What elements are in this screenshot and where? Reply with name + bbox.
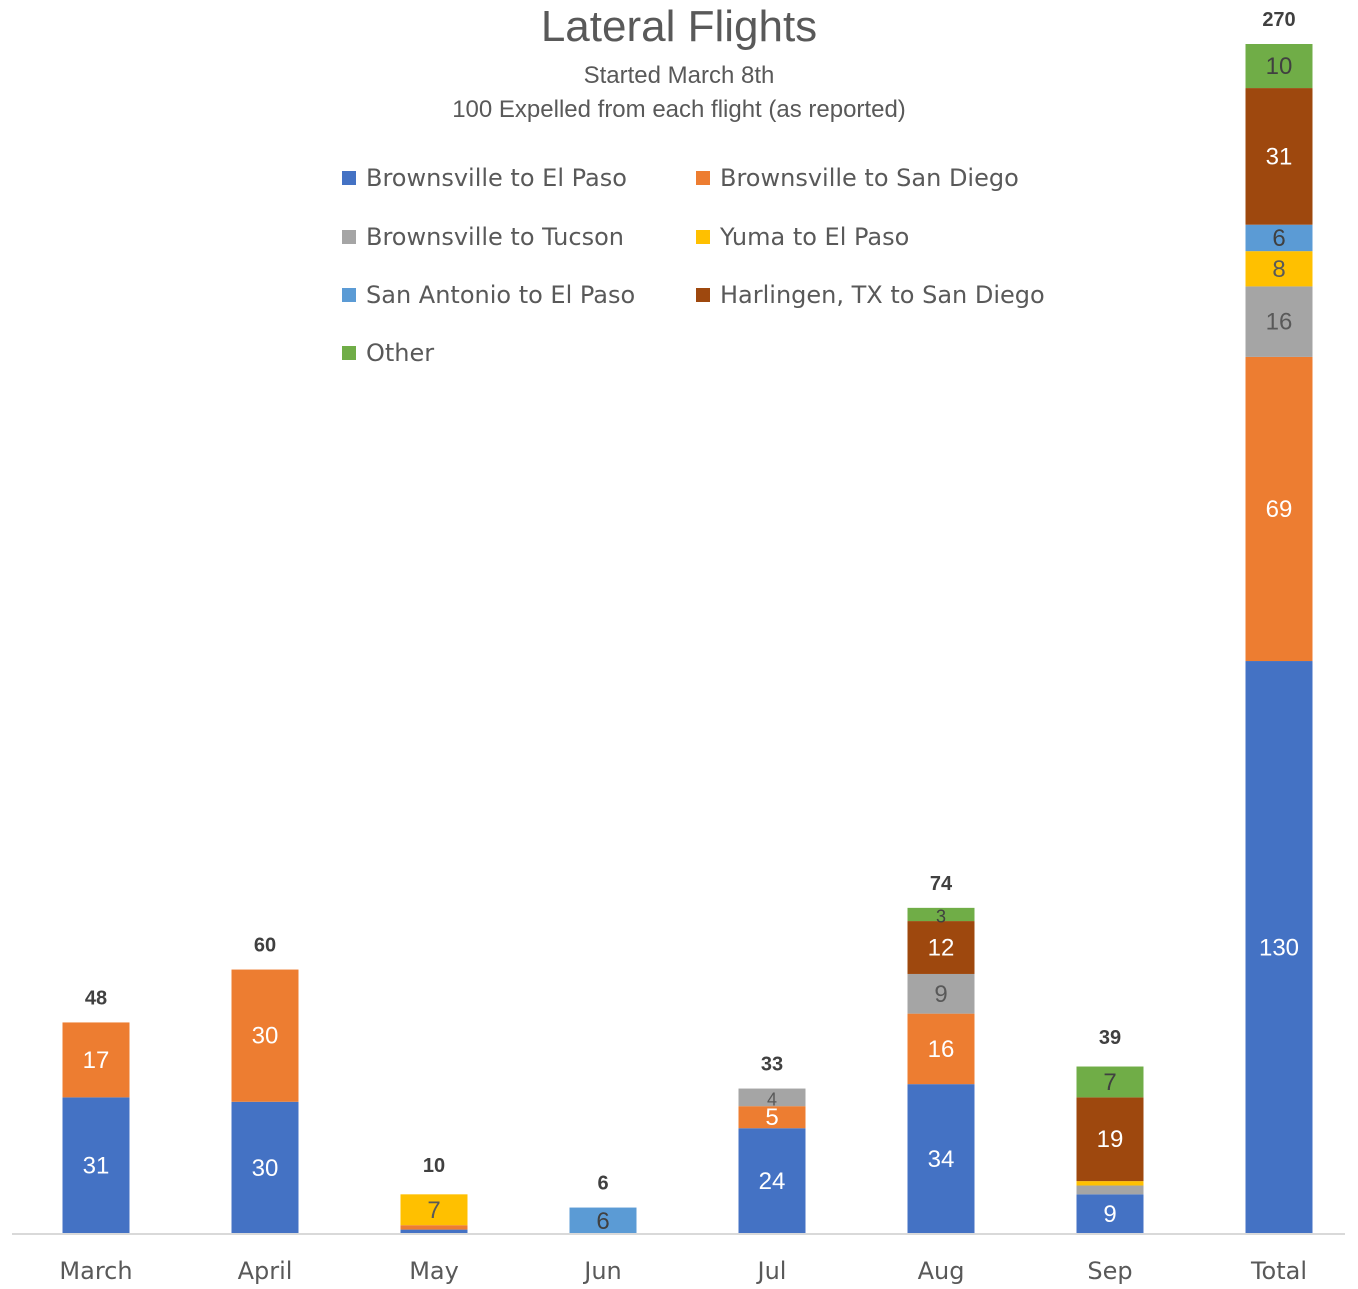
bar-segment — [1245, 286, 1313, 357]
segment-value-label: 7 — [427, 1197, 440, 1224]
legend-label: San Antonio to El Paso — [366, 281, 636, 309]
x-tick-label: Sep — [1087, 1257, 1132, 1285]
legend-label: Brownsville to El Paso — [366, 164, 627, 192]
legend-swatch — [342, 288, 356, 302]
total-value-label: 39 — [1099, 1027, 1121, 1049]
x-tick-label: Jun — [582, 1257, 622, 1285]
segment-value-label: 4 — [767, 1089, 777, 1109]
x-tick-label: May — [409, 1257, 459, 1285]
total-value-label: 48 — [85, 987, 107, 1009]
legend-item-harlingen-san-diego: Harlingen, TX to San Diego — [696, 281, 1045, 309]
x-tick-label: Aug — [918, 1257, 965, 1285]
legend-item-other: Other — [342, 339, 434, 367]
segment-value-label: 30 — [252, 1155, 279, 1182]
total-value-label: 33 — [761, 1054, 783, 1076]
legend-label: Yuma to El Paso — [720, 223, 910, 251]
segment-value-label: 9 — [1103, 1201, 1116, 1228]
segment-value-label: 24 — [759, 1168, 786, 1195]
bar-segment — [907, 1013, 975, 1085]
legend-item-brownsville-el-paso: Brownsville to El Paso — [342, 164, 627, 192]
bar-segment — [1245, 88, 1313, 225]
bar-segment — [400, 1225, 468, 1230]
bar-segment — [907, 973, 975, 1014]
segment-value-label: 9 — [934, 981, 947, 1008]
x-tick-label: March — [59, 1257, 132, 1285]
total-value-label: 60 — [254, 935, 276, 957]
segment-value-label: 12 — [928, 935, 955, 962]
legend-label: Other — [366, 339, 435, 367]
segment-value-label: 19 — [1097, 1126, 1124, 1153]
bar-segment — [1076, 1185, 1144, 1195]
bars-group — [62, 44, 1313, 1234]
bar-segment — [1245, 44, 1313, 89]
bar-segment — [738, 1088, 806, 1107]
bar-segment — [1076, 1097, 1144, 1182]
x-tick-label: Jul — [756, 1257, 787, 1285]
bar-segment — [738, 1106, 806, 1129]
bar-segment — [62, 1022, 130, 1098]
legend-swatch — [342, 346, 356, 360]
bar-segment — [1245, 356, 1313, 662]
legend-item-brownsville-tucson: Brownsville to Tucson — [342, 223, 624, 251]
segment-value-label: 17 — [83, 1047, 110, 1074]
segment-value-label: 10 — [1266, 53, 1293, 80]
legend-item-brownsville-san-diego: Brownsville to San Diego — [696, 164, 1019, 192]
x-tick-labels-group: March April May Jun Jul Aug Sep Total — [59, 1257, 1307, 1285]
bar-segment — [62, 1097, 130, 1234]
total-value-label: 10 — [423, 1155, 445, 1177]
segment-value-label: 31 — [1266, 143, 1293, 170]
segment-value-label: 7 — [1103, 1069, 1116, 1096]
segment-value-label: 34 — [928, 1146, 955, 1173]
legend-swatch — [696, 171, 710, 185]
bar-segment — [1076, 1181, 1144, 1186]
legend-swatch — [342, 171, 356, 185]
segment-value-label: 30 — [252, 1023, 279, 1050]
legend-swatch — [696, 230, 710, 244]
chart-subtitle-2: 100 Expelled from each flight (as report… — [452, 96, 906, 123]
bar-segment — [907, 921, 975, 974]
segment-value-label: 8 — [1272, 256, 1285, 283]
bar-segment — [907, 1084, 975, 1234]
x-tick-label: Total — [1250, 1257, 1307, 1285]
bar-segment — [1245, 661, 1313, 1234]
legend-swatch — [696, 288, 710, 302]
bar-segment — [1245, 251, 1313, 287]
segment-value-label: 5 — [765, 1104, 778, 1131]
x-tick-label: April — [238, 1257, 293, 1285]
total-value-label: 6 — [597, 1173, 608, 1195]
bar-segment — [738, 1128, 806, 1234]
legend-label: Brownsville to San Diego — [720, 164, 1019, 192]
legend-swatch — [342, 230, 356, 244]
bar-segment — [1076, 1194, 1144, 1234]
bar-segment — [231, 1101, 299, 1234]
bar-segment — [1076, 1066, 1144, 1098]
legend-label: Brownsville to Tucson — [366, 223, 624, 251]
bar-segment — [400, 1194, 468, 1226]
segment-value-label: 69 — [1266, 496, 1293, 523]
legend-label: Harlingen, TX to San Diego — [720, 281, 1045, 309]
bar-segment — [569, 1207, 637, 1234]
bar-segment — [907, 907, 975, 922]
total-value-label: 270 — [1262, 9, 1295, 31]
segment-value-label: 3 — [936, 906, 946, 926]
bar-segment — [1245, 224, 1313, 252]
segment-value-label: 130 — [1259, 935, 1299, 962]
segment-value-label: 16 — [928, 1036, 955, 1063]
bar-segment — [400, 1229, 468, 1234]
segment-value-label: 6 — [1272, 225, 1285, 252]
segment-value-label: 6 — [596, 1208, 609, 1235]
segment-value-label: 16 — [1266, 309, 1293, 336]
total-value-label: 74 — [930, 873, 953, 895]
chart-title: Lateral Flights — [540, 2, 818, 51]
legend-item-yuma-el-paso: Yuma to El Paso — [696, 223, 909, 251]
legend-item-san-antonio-el-paso: San Antonio to El Paso — [342, 281, 635, 309]
chart-subtitle-1: Started March 8th — [583, 62, 775, 89]
bar-segment — [231, 969, 299, 1102]
segment-value-label: 31 — [83, 1153, 110, 1180]
